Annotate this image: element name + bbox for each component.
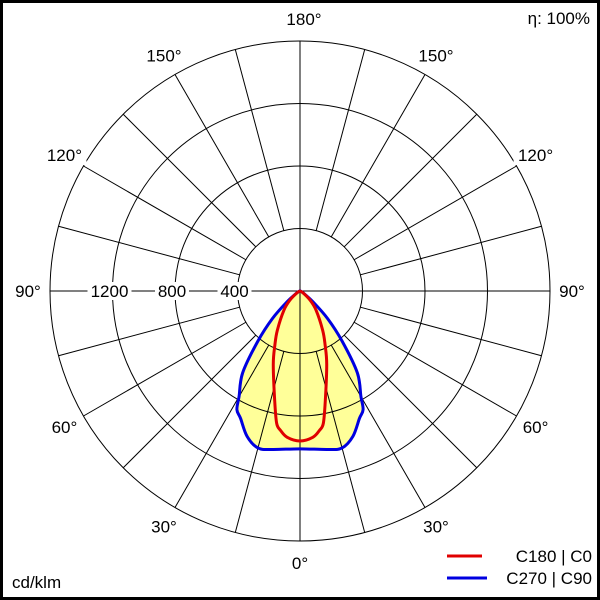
series-curve-0	[271, 289, 329, 443]
grid-spoke-255	[58, 225, 240, 276]
grid-spoke-300	[83, 321, 247, 417]
grid-spoke-345	[234, 351, 285, 533]
angle-label-60-left: 60°	[52, 418, 78, 437]
angle-label-bg	[42, 145, 87, 165]
radial-tick-label-1200: 1200	[91, 282, 129, 301]
grid-spoke-135	[343, 113, 478, 248]
angle-label-30-left: 30°	[151, 518, 177, 537]
angle-label-bg	[555, 281, 589, 301]
angle-label-bg	[142, 45, 186, 66]
grid-spoke-105	[360, 225, 542, 276]
angle-label-bg	[518, 417, 553, 437]
grid-spoke-60	[353, 321, 517, 417]
grid-spoke-225	[122, 113, 257, 248]
radial-label-bg	[217, 282, 252, 300]
angle-label-120-left: 120°	[47, 146, 82, 165]
grid-spoke-75	[360, 306, 542, 357]
angle-label-bg	[278, 9, 322, 29]
angle-label-150-right: 150°	[418, 46, 453, 65]
radial-label-bg	[87, 282, 132, 300]
grid-spoke-240	[83, 165, 247, 261]
angle-label-150-left: 150°	[146, 46, 181, 65]
radial-label-bg	[155, 282, 189, 300]
radial-tick-label-400: 400	[220, 282, 248, 301]
angle-label-180-right: 180°	[286, 10, 321, 29]
angle-label-bg	[11, 281, 45, 301]
angle-label-90-left: 90°	[15, 282, 41, 301]
grid-spoke-195	[234, 49, 285, 231]
grid-spoke-165	[315, 49, 366, 231]
grid-spoke-210	[174, 74, 270, 238]
angle-label-bg	[419, 516, 453, 537]
efficiency-label: η: 100%	[528, 9, 590, 28]
series-curve-1	[235, 289, 365, 452]
legend: C180 | C0 C270 | C90	[447, 547, 592, 588]
unit-label: cd/klm	[12, 573, 61, 592]
grid-spoke-15	[315, 351, 366, 533]
angle-label-120-right: 120°	[518, 146, 553, 165]
grid-spoke-45	[343, 334, 478, 469]
angle-label-bg	[47, 417, 82, 437]
grid-spoke-150	[330, 74, 426, 238]
angle-label-bg	[513, 145, 558, 165]
grid-spoke-330	[174, 344, 270, 508]
grid-spoke-120	[353, 165, 517, 261]
grid-spoke-315	[122, 334, 257, 469]
legend-label-c270-c90: C270 | C90	[506, 569, 592, 588]
legend-label-c180-c0: C180 | C0	[516, 547, 592, 566]
angle-label-0-right: 0°	[292, 554, 308, 573]
angle-label-bg	[147, 516, 181, 537]
angle-label-bg	[288, 553, 312, 573]
radial-tick-label-800: 800	[158, 282, 186, 301]
angle-label-60-right: 60°	[523, 418, 549, 437]
angle-label-30-right: 30°	[423, 518, 449, 537]
angle-label-bg	[414, 45, 458, 66]
grid-spoke-285	[58, 306, 240, 357]
angle-label-90-right: 90°	[559, 282, 585, 301]
grid-spoke-30	[330, 344, 426, 508]
